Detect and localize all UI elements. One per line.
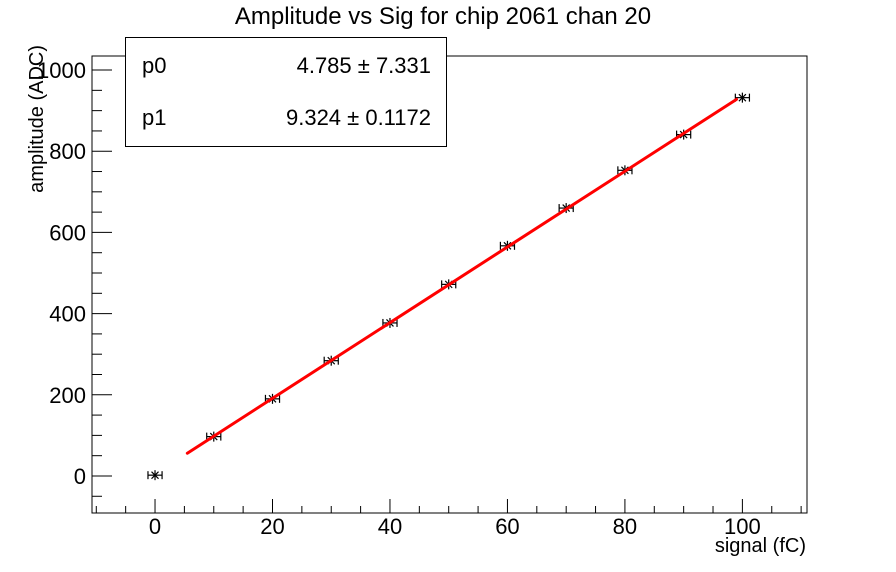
- x-tick-label: 40: [378, 514, 402, 539]
- data-point: [147, 470, 163, 481]
- stats-param-value: 4.785 ± 7.331: [296, 53, 431, 78]
- y-tick-label: 400: [49, 302, 86, 327]
- marker-arm: [738, 93, 747, 102]
- y-tick-label: 0: [74, 464, 86, 489]
- x-tick-label: 20: [260, 514, 284, 539]
- x-tick-label: 100: [724, 514, 761, 539]
- y-tick-label: 1000: [37, 58, 86, 83]
- stats-row-p1: p1 9.324 ± 0.1172: [142, 105, 431, 131]
- marker-arm: [151, 471, 159, 480]
- y-tick-label: 600: [49, 220, 86, 245]
- stats-param-name: p1: [142, 105, 167, 130]
- stats-param-value: 9.324 ± 0.1172: [285, 105, 431, 130]
- x-tick-label: 0: [149, 514, 161, 539]
- plot-frame: [91, 55, 808, 514]
- x-tick-label: 60: [495, 514, 519, 539]
- chart-title: Amplitude vs Sig for chip 2061 chan 20: [234, 3, 652, 30]
- y-tick-label: 200: [49, 383, 86, 408]
- x-axis-label: signal (fC): [714, 535, 806, 557]
- stats-param-name: p0: [142, 53, 167, 78]
- stats-row-p0: p0 4.785 ± 7.331: [142, 53, 431, 79]
- data-point: [734, 92, 751, 103]
- x-tick-label: 80: [613, 514, 637, 539]
- fit-stats-box: p0 4.785 ± 7.331 p1 9.324 ± 0.1172: [125, 37, 447, 147]
- y-tick-label: 800: [49, 139, 86, 164]
- fit-line: [185, 97, 739, 455]
